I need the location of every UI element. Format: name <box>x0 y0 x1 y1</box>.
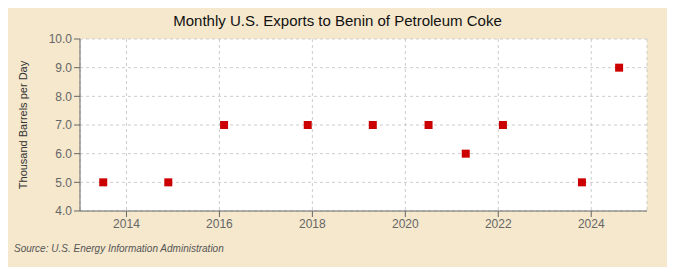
svg-text:2016: 2016 <box>206 217 233 231</box>
svg-text:2022: 2022 <box>485 217 512 231</box>
svg-text:10.0: 10.0 <box>49 32 73 46</box>
svg-text:2014: 2014 <box>113 217 140 231</box>
svg-text:Thousand Barrels per Day: Thousand Barrels per Day <box>17 60 29 189</box>
svg-text:4.0: 4.0 <box>55 204 72 218</box>
svg-text:8.0: 8.0 <box>55 90 72 104</box>
svg-text:9.0: 9.0 <box>55 61 72 75</box>
svg-text:2018: 2018 <box>299 217 326 231</box>
html-text:Source: U.S. Energy Informatio: Source: U.S. Energy Information Administ… <box>14 243 224 254</box>
svg-text:5.0: 5.0 <box>55 176 72 190</box>
svg-text:2020: 2020 <box>392 217 419 231</box>
svg-text:6.0: 6.0 <box>55 147 72 161</box>
html-text:Monthly U.S. Exports to Benin: Monthly U.S. Exports to Benin of Petrole… <box>173 12 502 29</box>
svg-text:2024: 2024 <box>578 217 605 231</box>
svg-text:7.0: 7.0 <box>55 118 72 132</box>
